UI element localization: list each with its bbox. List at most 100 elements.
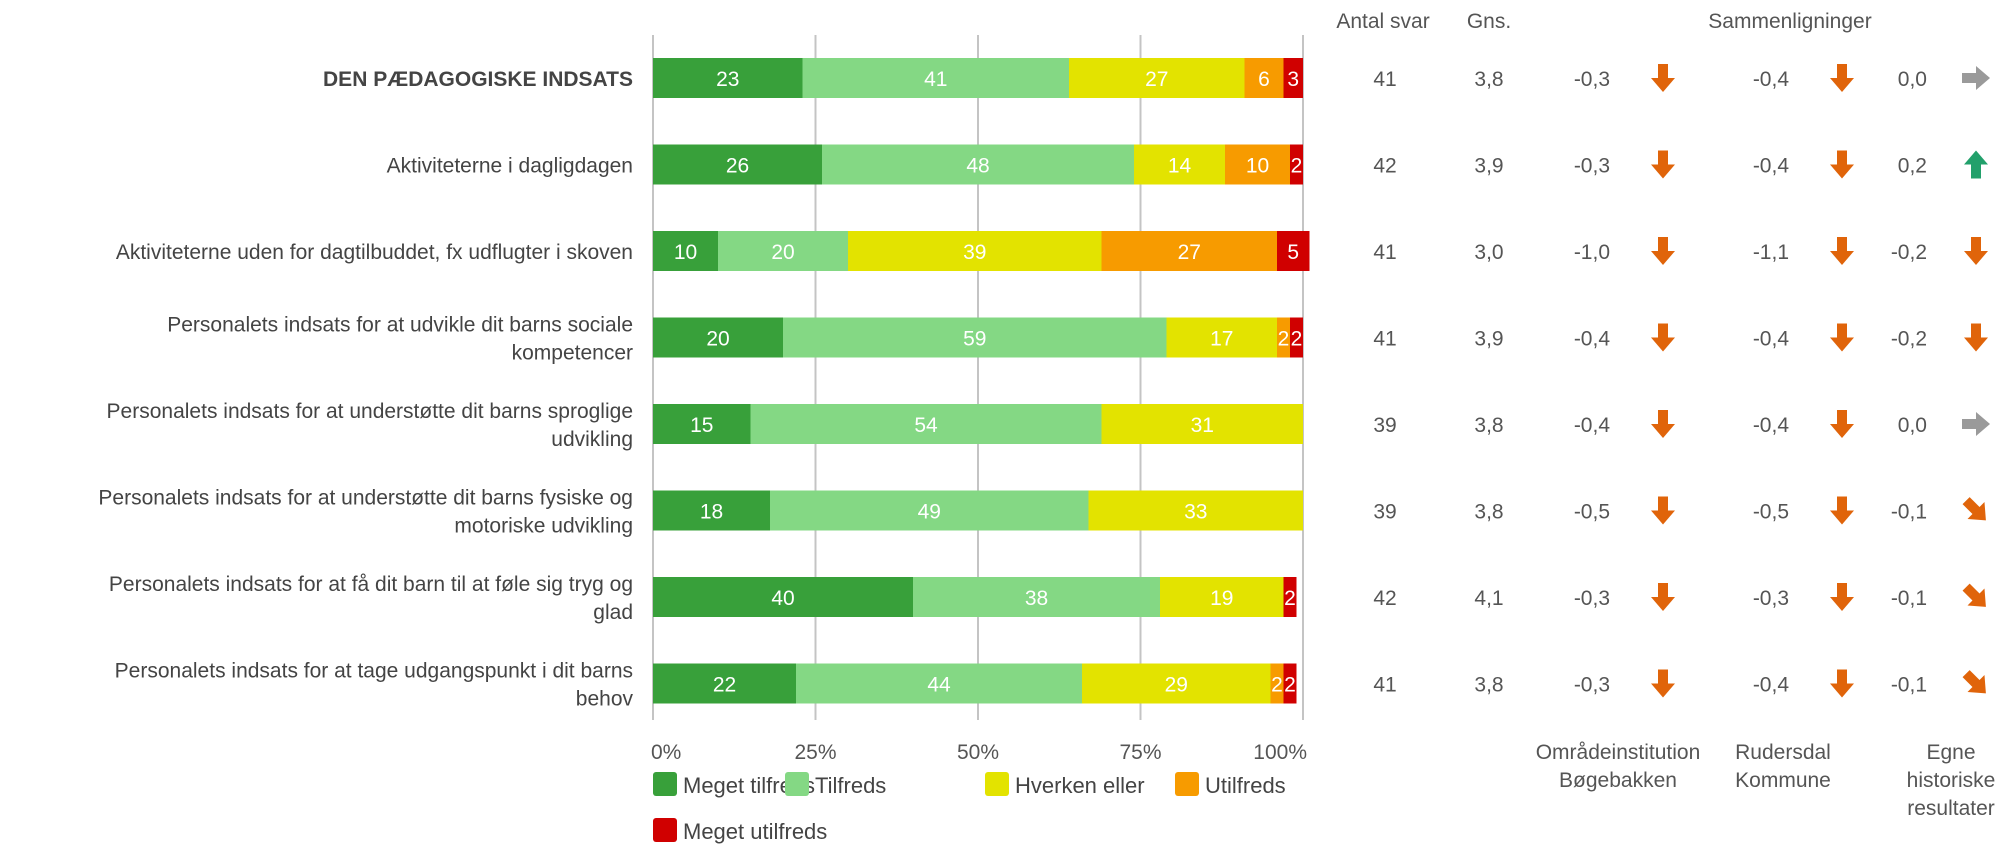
bar-value-label: 38 — [1025, 587, 1048, 610]
antal-svar-value: 39 — [1373, 501, 1396, 524]
bar-value-label: 3 — [1287, 68, 1299, 91]
bar-segment — [848, 231, 1102, 271]
comparison-value: -0,1 — [1891, 587, 1927, 610]
bar-value-label: 2 — [1284, 587, 1296, 610]
category-label: glad — [593, 601, 633, 624]
bar-segment — [1225, 144, 1290, 185]
bar-segment — [1088, 490, 1303, 531]
x-tick-label: 0% — [651, 741, 681, 764]
bar-segment — [1069, 58, 1245, 98]
comparison-footer-label: resultater — [1907, 797, 1995, 820]
antal-svar-value: 42 — [1373, 587, 1396, 610]
bar-segment — [1082, 663, 1271, 704]
comparison-value: -0,3 — [1574, 587, 1610, 610]
bar-value-label: 19 — [1210, 587, 1233, 610]
arrow-down-icon — [1830, 323, 1854, 352]
arrow-down-right-icon — [1962, 670, 1986, 694]
gns-value: 3,8 — [1474, 414, 1503, 437]
bar-segment — [1166, 317, 1277, 358]
bar-segment — [913, 577, 1160, 617]
antal-svar-value: 41 — [1373, 328, 1396, 351]
arrow-up-icon — [1964, 150, 1988, 179]
arrow-down-icon — [1830, 496, 1854, 525]
bar-value-label: 39 — [963, 241, 986, 264]
bar-segment — [1283, 58, 1303, 98]
bar-value-label: 59 — [963, 328, 986, 351]
comparison-footer-label: Rudersdal — [1735, 741, 1831, 764]
comparison-value: -1,1 — [1753, 241, 1789, 264]
comparison-value: -0,4 — [1753, 328, 1790, 351]
legend-swatch — [985, 772, 1009, 796]
arrow-down-icon — [1964, 237, 1988, 265]
legend-label: Hverken eller — [1015, 773, 1145, 798]
bar-value-label: 2 — [1291, 155, 1303, 178]
x-tick-label: 100% — [1253, 741, 1307, 764]
antal-svar-value: 41 — [1373, 674, 1396, 697]
x-tick-label: 25% — [794, 741, 836, 764]
x-tick-label: 50% — [957, 741, 999, 764]
header-antal-svar: Antal svar — [1336, 10, 1429, 33]
bar-segment — [1244, 58, 1284, 98]
category-label: Aktiviteterne uden for dagtilbuddet, fx … — [116, 241, 633, 264]
arrow-down-icon — [1830, 237, 1854, 265]
arrow-right-icon — [1962, 66, 1990, 90]
bar-value-label: 10 — [1246, 155, 1269, 178]
gns-value: 3,0 — [1474, 241, 1503, 264]
bar-value-label: 31 — [1191, 414, 1214, 437]
legend-swatch — [1175, 772, 1199, 796]
bar-segment — [1290, 144, 1303, 185]
gns-value: 3,9 — [1474, 328, 1503, 351]
comparison-footer-label: Bøgebakken — [1559, 769, 1677, 792]
bar-segment — [1101, 404, 1303, 444]
bar-value-label: 26 — [726, 155, 749, 178]
bar-value-label: 2 — [1278, 328, 1290, 351]
legend-label: Meget utilfreds — [683, 819, 827, 844]
comparison-footer-label: Kommune — [1735, 769, 1831, 792]
arrow-down-icon — [1651, 323, 1675, 352]
comparison-value: -0,4 — [1753, 155, 1790, 178]
bar-value-label: 20 — [706, 328, 729, 351]
category-label: motoriske udvikling — [454, 515, 633, 538]
legend-swatch — [653, 772, 677, 796]
category-label: Personalets indsats for at udvikle dit b… — [167, 314, 633, 337]
comparison-value: -0,4 — [1574, 414, 1611, 437]
comparison-footer-label: Områdeinstitution — [1536, 741, 1701, 764]
bar-segment — [796, 663, 1082, 704]
bar-segment — [1283, 577, 1297, 617]
bar-segment — [1277, 231, 1310, 271]
arrow-down-icon — [1651, 669, 1675, 698]
arrow-down-icon — [1830, 410, 1854, 438]
bar-segment — [1134, 144, 1225, 185]
comparison-value: -1,0 — [1574, 241, 1610, 264]
arrow-down-icon — [1651, 410, 1675, 438]
comparison-value: -0,4 — [1574, 328, 1611, 351]
bar-value-label: 2 — [1271, 674, 1283, 697]
bar-value-label: 15 — [690, 414, 713, 437]
bar-value-label: 14 — [1168, 155, 1192, 178]
category-label: Aktiviteterne i dagligdagen — [387, 155, 633, 178]
bar-segment — [653, 490, 770, 531]
legend-label: Utilfreds — [1205, 773, 1286, 798]
bar-segment — [653, 663, 796, 704]
header-gns: Gns. — [1467, 10, 1511, 33]
bar-segment — [1160, 577, 1284, 617]
category-label: Personalets indsats for at tage udgangsp… — [115, 660, 633, 683]
bar-value-label: 49 — [918, 501, 941, 524]
bar-segment — [1290, 317, 1303, 358]
bar-value-label: 17 — [1210, 328, 1233, 351]
comparison-value: -0,3 — [1574, 68, 1610, 91]
legend-swatch — [785, 772, 809, 796]
comparison-value: 0,0 — [1898, 414, 1927, 437]
bar-value-label: 48 — [966, 155, 989, 178]
legend-item: Tilfreds — [785, 772, 886, 798]
arrow-down-icon — [1651, 150, 1675, 179]
comparison-value: -0,4 — [1753, 674, 1790, 697]
arrow-down-icon — [1830, 150, 1854, 179]
comparison-value: -0,1 — [1891, 674, 1927, 697]
comparison-value: -0,5 — [1574, 501, 1610, 524]
comparison-value: -0,1 — [1891, 501, 1927, 524]
comparison-value: -0,3 — [1753, 587, 1789, 610]
legend-item: Hverken eller — [985, 772, 1145, 798]
bar-value-label: 6 — [1258, 68, 1270, 91]
